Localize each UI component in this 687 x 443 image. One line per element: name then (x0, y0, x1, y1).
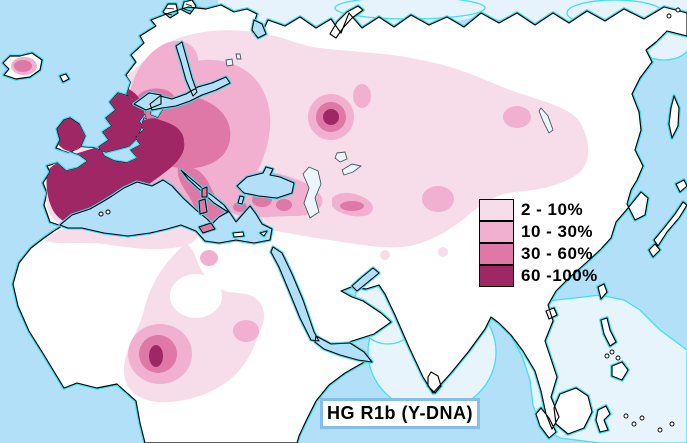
legend-row: 10 - 30% (479, 220, 598, 243)
legend-row: 30 - 60% (479, 242, 598, 265)
legend-label: 60 -100% (521, 266, 598, 285)
frequency-layer (11, 30, 589, 403)
small-islands (604, 7, 681, 433)
legend-swatch-60-100 (479, 264, 514, 287)
legend-row: 2 - 10% (479, 198, 598, 221)
map-title-box: HG R1b (Y-DNA) (320, 398, 480, 429)
lakes-layer (225, 53, 554, 219)
legend-swatch-10-30 (479, 220, 514, 243)
legend-row: 60 -100% (479, 264, 598, 287)
map-legend: 2 - 10% 10 - 30% 30 - 60% 60 -100% (479, 198, 598, 287)
legend-label: 30 - 60% (521, 244, 594, 263)
map-title: HG R1b (Y-DNA) (327, 403, 473, 423)
mediterranean-islands (98, 185, 269, 239)
legend-label: 2 - 10% (521, 200, 584, 219)
glacier-hatching (163, 3, 193, 16)
legend-swatch-2-10 (479, 198, 514, 221)
legend-swatch-30-60 (479, 242, 514, 265)
legend-label: 10 - 30% (521, 222, 594, 241)
